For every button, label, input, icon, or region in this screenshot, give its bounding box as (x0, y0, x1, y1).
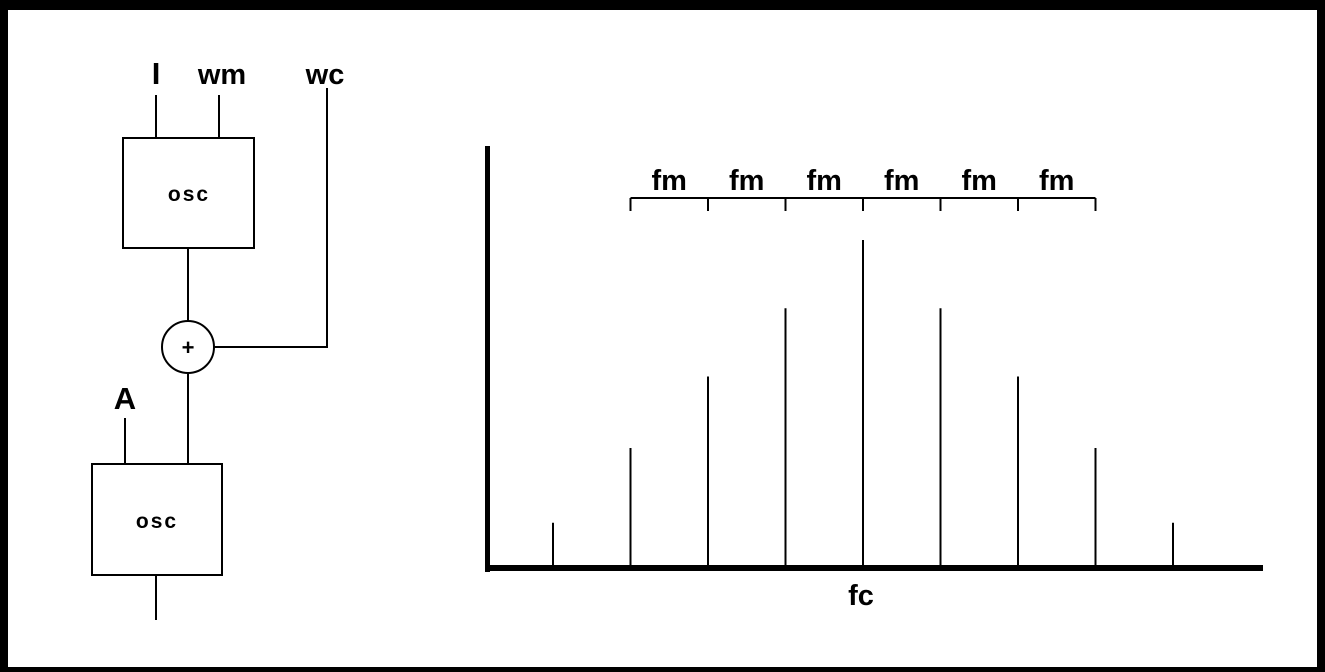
fm-spacing-label-1: fm (729, 165, 764, 197)
spectrum-plot: fm fm fm fm fm fm (485, 146, 1263, 572)
fm-spacing-label-4: fm (962, 165, 997, 197)
modulator-freq-label: wm (197, 59, 246, 91)
spectrum-y-axis (485, 146, 490, 572)
carrier-freq-label: wc (305, 59, 345, 91)
fm-spacing-label-0: fm (652, 165, 687, 197)
spectrum-lines (552, 240, 1174, 565)
index-label: I (152, 56, 161, 91)
fm-spacing-label-3: fm (884, 165, 919, 197)
adder-plus-sign: + (182, 335, 195, 360)
carrier-center-label: fc (848, 580, 874, 612)
carrier-freq-wire (214, 88, 328, 348)
fm-spacing-label-5: fm (1039, 165, 1074, 197)
block-diagram (91, 88, 328, 620)
amplitude-label: A (114, 381, 136, 416)
fm-spacing-bracket: fm fm fm fm fm fm (629, 165, 1097, 211)
spectrum-x-axis (485, 565, 1263, 571)
fm-spacing-label-2: fm (807, 165, 842, 197)
carrier-osc-label: osc (136, 510, 178, 533)
figure-frame (8, 10, 1317, 667)
modulator-osc-label: osc (168, 183, 210, 206)
